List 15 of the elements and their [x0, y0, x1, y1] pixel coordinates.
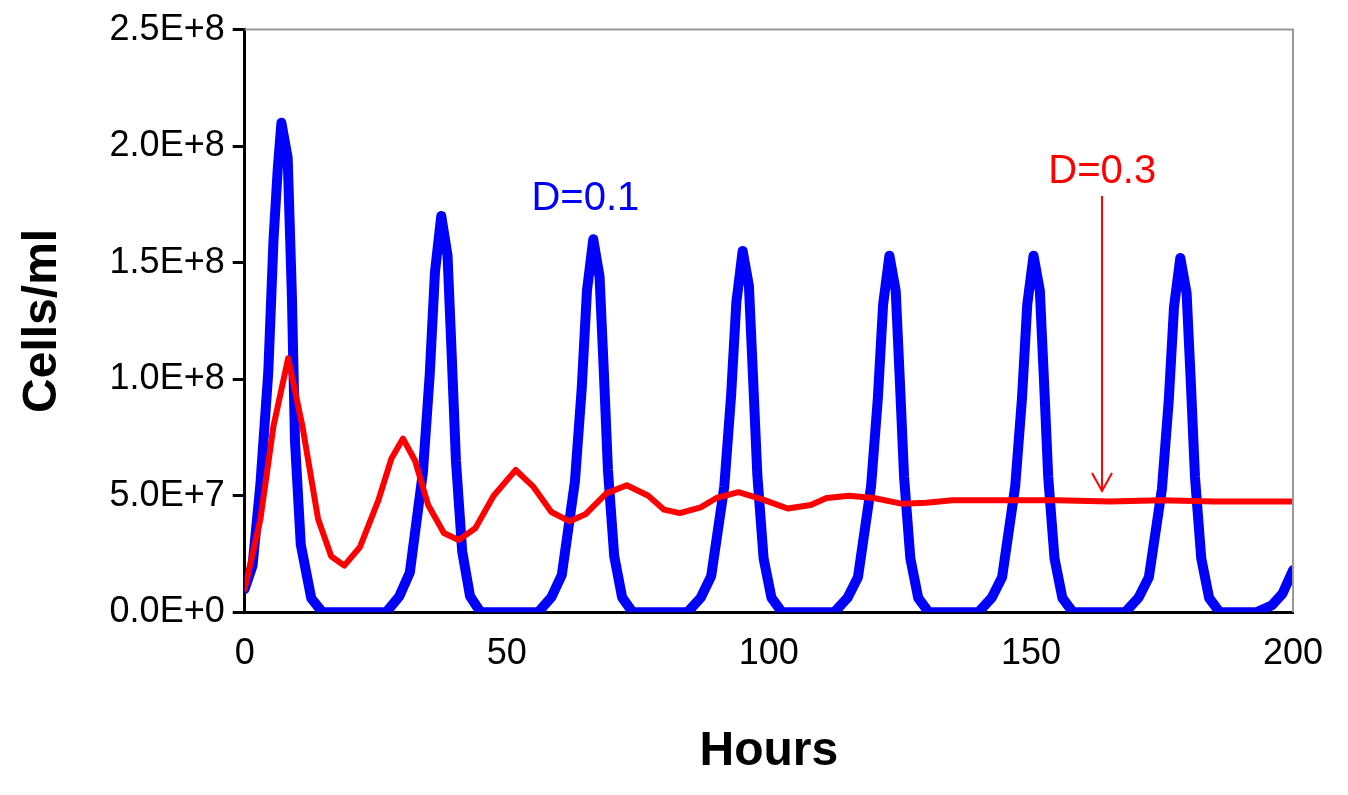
- series-label: D=0.1: [531, 173, 640, 218]
- y-tick-label: 0.0E+0: [109, 589, 225, 631]
- y-tick-label: 2.0E+8: [109, 123, 225, 165]
- y-axis-title: Cells/ml: [13, 228, 67, 413]
- x-tick-label: 200: [1262, 630, 1324, 672]
- y-tick-label: 2.5E+8: [109, 6, 225, 48]
- y-tick-label: 1.0E+8: [109, 356, 225, 398]
- x-tick-label: 100: [738, 630, 799, 672]
- y-tick-label: 5.0E+7: [109, 472, 225, 514]
- x-tick-label: 150: [1000, 630, 1061, 672]
- text: D=0.3: [1048, 147, 1157, 192]
- x-axis-title: Hours: [699, 722, 839, 776]
- x-tick-label: 0: [234, 630, 255, 672]
- x-tick-label: 50: [486, 630, 527, 672]
- y-tick-label: 1.5E+8: [109, 239, 225, 281]
